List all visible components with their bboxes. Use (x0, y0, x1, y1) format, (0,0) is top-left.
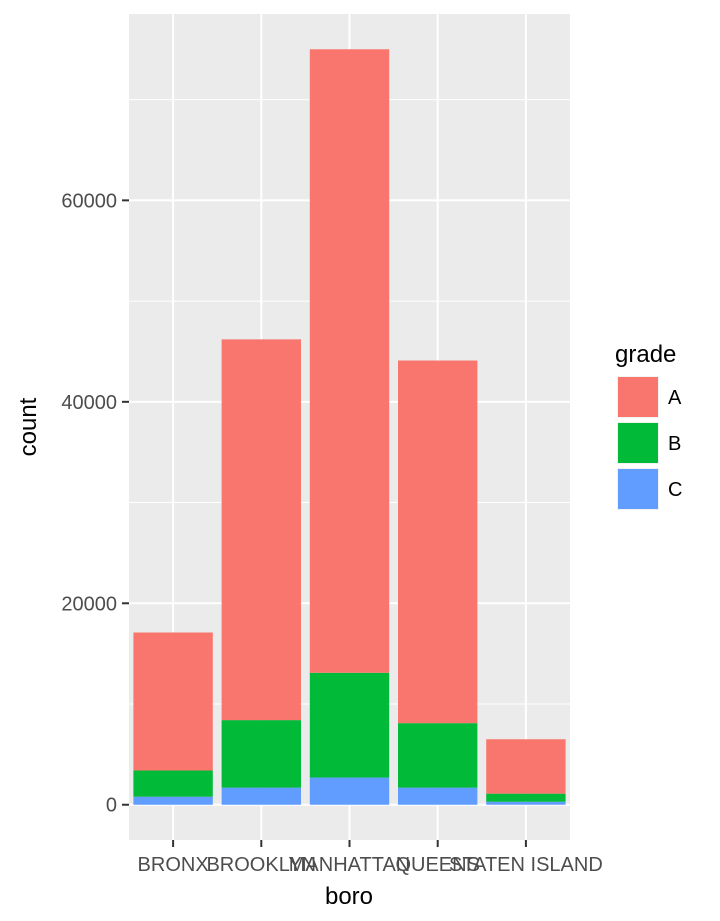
legend-title: grade (615, 341, 676, 368)
y-axis-title: count (15, 397, 42, 456)
bar-brooklyn-grade-c (221, 787, 301, 805)
legend-swatch-a (618, 377, 658, 417)
x-axis-title: boro (325, 883, 373, 910)
legend-label-c: C (668, 479, 682, 501)
legend-label-a: A (668, 387, 682, 409)
x-tick-label: BROOKLYN (206, 854, 316, 876)
x-tick-label: BRONX (138, 854, 209, 876)
bar-staten-island-grade-c (486, 801, 566, 805)
legend: grade A B C (615, 341, 682, 510)
y-tick-label: 60000 (61, 190, 117, 212)
y-axis: 0 20000 40000 60000 (61, 190, 129, 817)
bar-manhattan-grade-b (309, 672, 390, 778)
bar-queens-grade-b (398, 723, 478, 788)
bar-bronx-grade-c (133, 796, 213, 805)
legend-swatch-c (618, 469, 658, 509)
bar-queens-grade-c (398, 787, 478, 805)
x-tick-label: MANHATTAN (289, 854, 410, 876)
bar-manhattan-grade-a (309, 49, 390, 673)
bar-manhattan-grade-c (309, 777, 390, 805)
bar-bronx-grade-a (133, 632, 213, 771)
legend-label-b: B (668, 433, 681, 455)
bar-brooklyn-grade-b (221, 720, 301, 788)
y-tick-label: 20000 (61, 593, 117, 615)
legend-swatch-b (618, 423, 658, 463)
bar-staten-island-grade-b (486, 793, 566, 802)
bar-brooklyn-grade-a (221, 339, 301, 721)
bar-bronx-grade-b (133, 770, 213, 797)
x-tick-label: STATEN ISLAND (449, 854, 603, 876)
y-tick-label: 40000 (61, 392, 117, 414)
x-tick-label: QUEENS (395, 854, 479, 876)
y-tick-label: 0 (106, 795, 117, 817)
bars (133, 49, 566, 805)
bar-queens-grade-a (398, 360, 478, 724)
bar-staten-island-grade-a (486, 739, 566, 794)
